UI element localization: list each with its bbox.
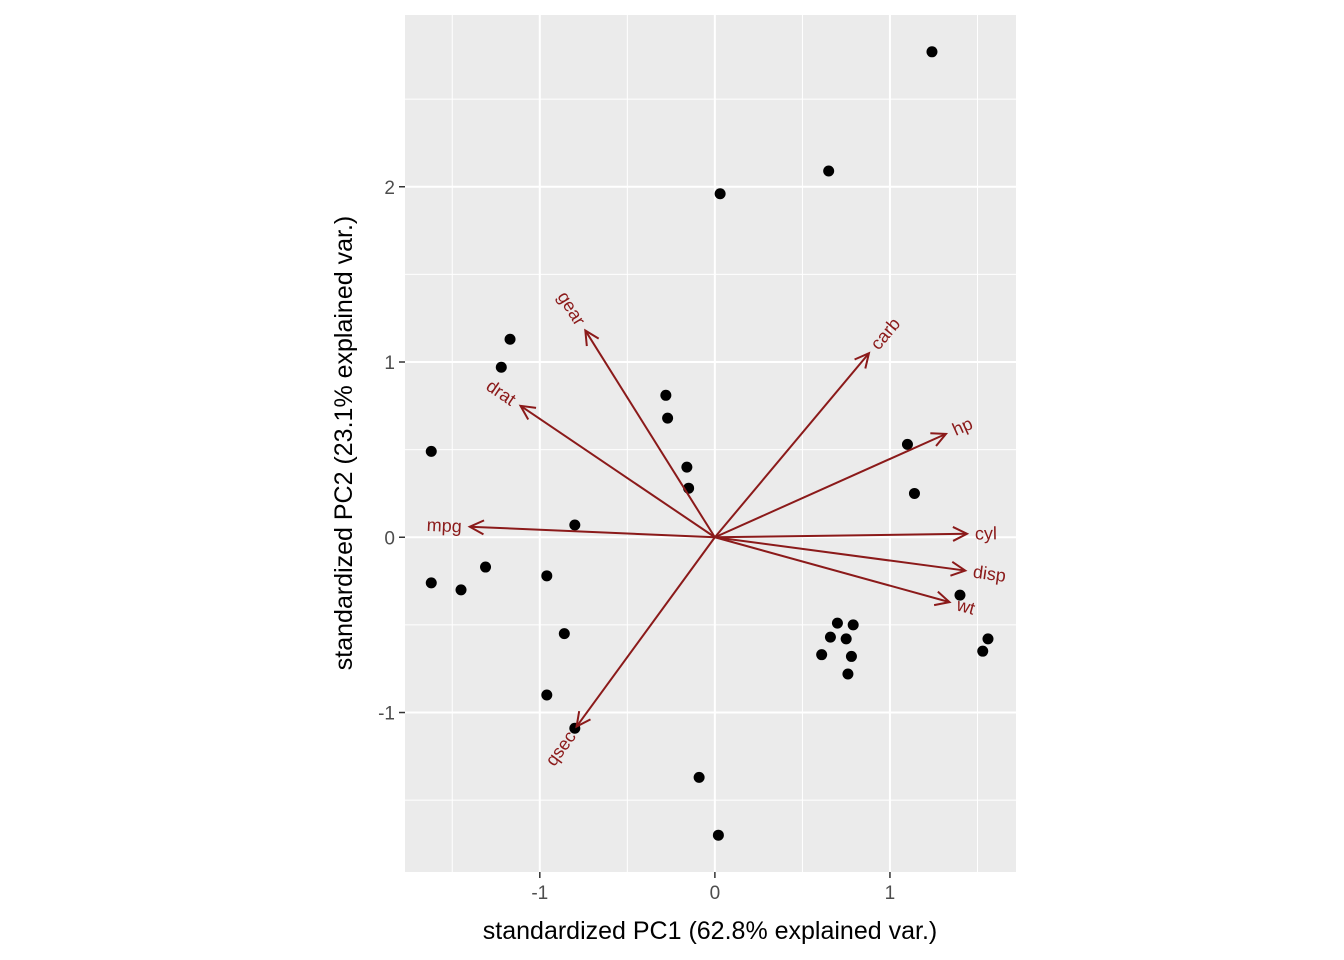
loading-arrow-cyl [714, 526, 970, 542]
y-tick-label: 1 [384, 353, 395, 374]
data-point [693, 771, 705, 783]
data-point [662, 412, 674, 424]
x-axis-title: standardized PC1 (62.8% explained var.) [483, 917, 937, 945]
data-point [714, 188, 726, 200]
data-point [908, 487, 920, 499]
observation-points [425, 46, 994, 841]
data-point [977, 645, 989, 657]
data-point [954, 589, 966, 601]
x-axis-ticks: -1 0 1 [531, 872, 895, 904]
loading-label-wt: wt [954, 594, 978, 618]
y-tick-label: 2 [384, 178, 395, 199]
data-point [480, 561, 492, 573]
plot-panel [405, 15, 1016, 872]
data-point [926, 46, 938, 58]
data-point [823, 165, 835, 177]
data-point [824, 631, 836, 643]
x-tick-label: 1 [885, 883, 896, 904]
data-point [831, 617, 843, 629]
loading-label-mpg: mpg [426, 515, 462, 536]
loading-arrow-drat [518, 404, 716, 539]
data-point [660, 389, 672, 401]
loading-arrow-hp [714, 432, 949, 539]
data-point [569, 519, 581, 531]
data-point [504, 333, 516, 345]
y-tick-label: -1 [378, 704, 395, 725]
x-tick-label: 0 [710, 883, 721, 904]
loading-arrow-qsec [575, 536, 716, 729]
x-tick-label: -1 [531, 883, 548, 904]
data-point [425, 445, 437, 457]
data-point [901, 438, 913, 450]
data-point [840, 633, 852, 645]
data-point [712, 829, 724, 841]
data-point [558, 628, 570, 640]
minor-gridlines [405, 15, 1016, 872]
data-point [845, 650, 857, 662]
data-point [982, 633, 994, 645]
data-point [847, 619, 859, 631]
y-axis-ticks: -1 0 1 2 [378, 178, 405, 725]
data-point [495, 361, 507, 373]
data-point [681, 461, 693, 473]
data-point [541, 689, 553, 701]
loading-arrow-gear [584, 328, 716, 538]
loading-label-cyl: cyl [975, 523, 997, 543]
data-point [455, 584, 467, 596]
loading-arrow-mpg [467, 519, 715, 539]
data-point [541, 570, 553, 582]
loading-label-disp: disp [972, 562, 1007, 586]
y-tick-label: 0 [384, 528, 395, 549]
loading-arrow-disp [714, 536, 968, 577]
data-point [816, 649, 828, 661]
y-axis-title: standardized PC2 (23.1% explained var.) [330, 216, 358, 670]
loading-arrow-carb [714, 351, 871, 538]
data-point [425, 577, 437, 589]
data-point [842, 668, 854, 680]
loading-arrow-wt [714, 536, 952, 607]
